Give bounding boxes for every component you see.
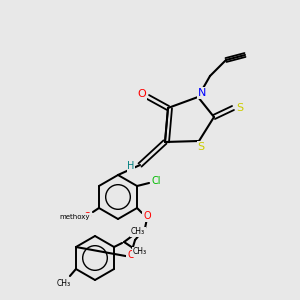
Text: S: S (197, 142, 205, 152)
Text: H: H (127, 161, 135, 171)
Text: O: O (138, 89, 146, 99)
Text: O: O (83, 212, 91, 222)
Text: S: S (236, 103, 244, 113)
Text: methoxy: methoxy (60, 214, 90, 220)
Text: O: O (127, 250, 135, 260)
Text: CH₃: CH₃ (57, 280, 71, 289)
Text: CH₃: CH₃ (133, 248, 147, 256)
Text: O: O (143, 211, 151, 221)
Text: Cl: Cl (151, 176, 161, 186)
Text: N: N (198, 88, 206, 98)
Text: CH₃: CH₃ (131, 227, 145, 236)
